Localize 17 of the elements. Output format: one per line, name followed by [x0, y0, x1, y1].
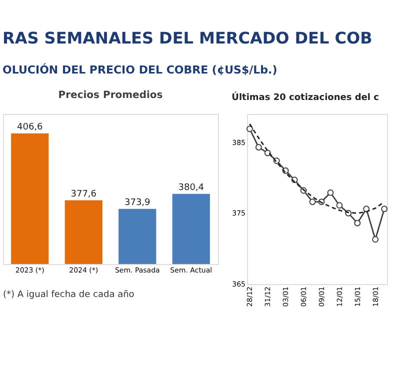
- point: [309, 198, 316, 206]
- text: OLUCIÓN DEL PRECIO DEL COBRE (¢US$/Lb.): [2, 62, 278, 76]
- point: [246, 126, 253, 132]
- point: [354, 220, 361, 226]
- text: RAS SEMANALES DEL MERCADO DEL COB: [2, 28, 372, 48]
- point: [327, 189, 334, 196]
- data-label: 377,6: [70, 189, 97, 200]
- point: [372, 236, 379, 243]
- point: [381, 206, 388, 212]
- data-label: 406,6: [16, 122, 44, 132]
- chart-title: Precios Promedios: [58, 90, 163, 101]
- point: [336, 202, 343, 209]
- data-label: 380,4: [178, 182, 204, 193]
- text: (*) A igual fecha de cada año: [3, 290, 135, 300]
- chart-title: Últimas 20 cotizaciones del c: [232, 91, 379, 103]
- data-label: 373,9: [124, 198, 151, 208]
- point: [255, 144, 262, 151]
